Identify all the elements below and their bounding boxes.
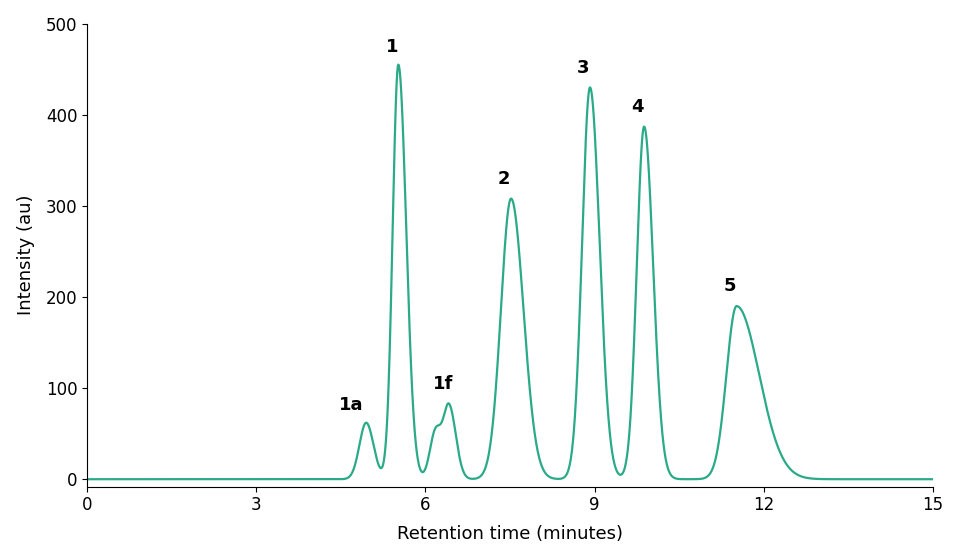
Y-axis label: Intensity (au): Intensity (au)	[16, 195, 35, 315]
Text: 4: 4	[631, 97, 643, 116]
Text: 1: 1	[387, 38, 399, 55]
Text: 1f: 1f	[433, 375, 454, 393]
X-axis label: Retention time (minutes): Retention time (minutes)	[396, 525, 623, 543]
Text: 2: 2	[498, 170, 511, 188]
Text: 5: 5	[724, 277, 736, 295]
Text: 3: 3	[577, 58, 589, 77]
Text: 1a: 1a	[339, 395, 363, 414]
